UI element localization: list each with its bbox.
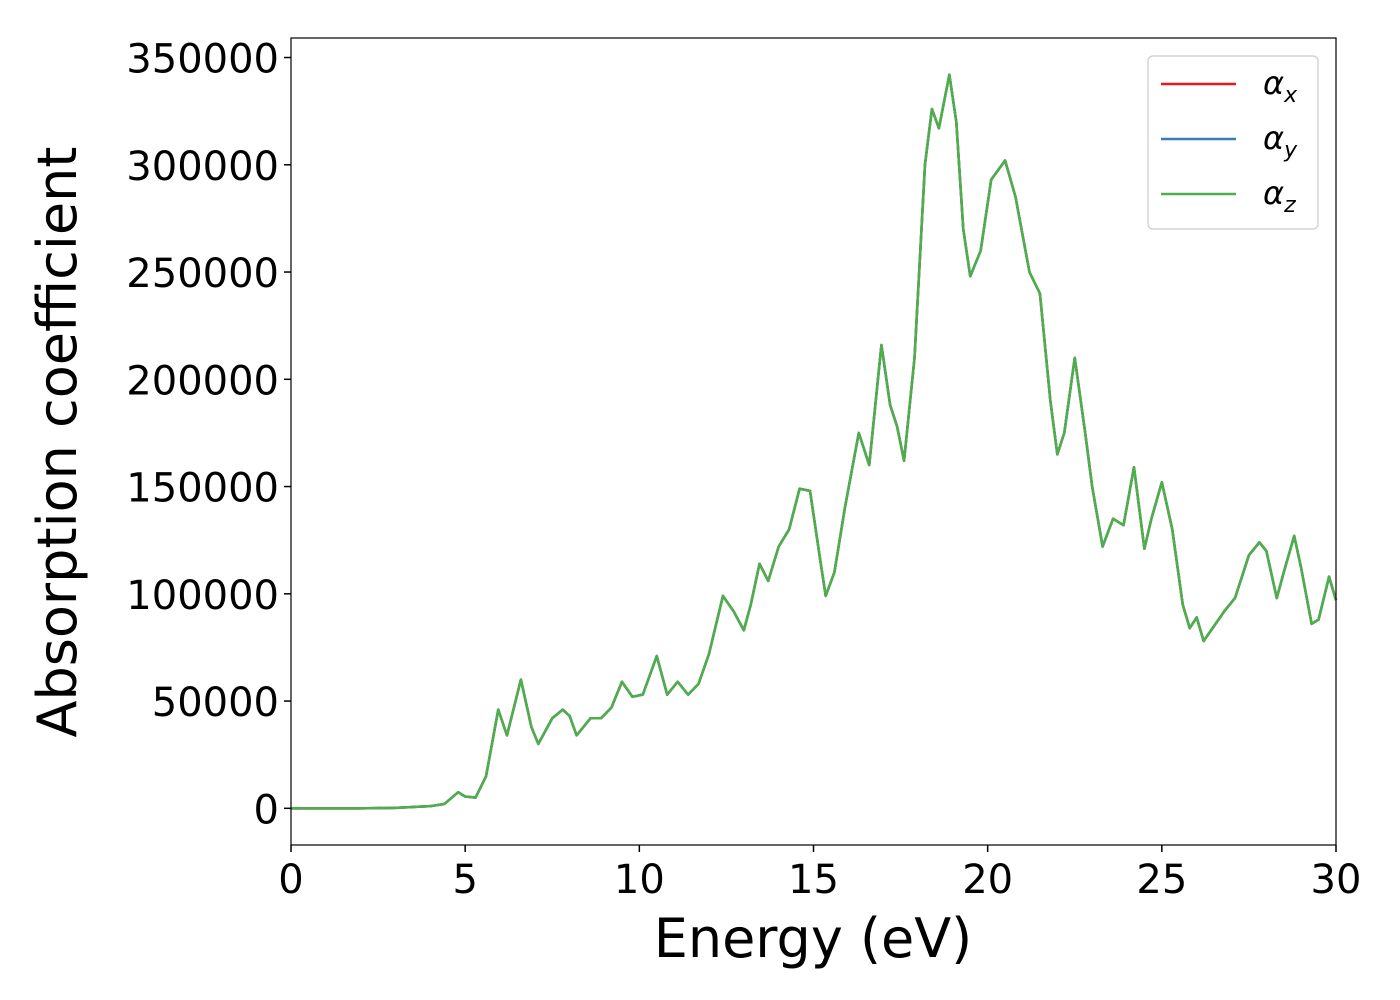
x-tick-label: 20 — [962, 857, 1013, 903]
legend-label: αx — [1263, 64, 1298, 108]
legend-label: αz — [1263, 174, 1296, 218]
x-tick-label: 5 — [452, 857, 477, 903]
legend-box — [1147, 55, 1319, 230]
y-tick-label: 0 — [254, 787, 279, 833]
data-line — [291, 73, 1338, 810]
legend-label: αy — [1263, 119, 1298, 163]
y-tick-label: 350000 — [126, 37, 279, 83]
y-tick-label: 50000 — [152, 680, 279, 726]
y-tick-label: 150000 — [126, 466, 279, 512]
y-axis-label: Absorption coefficient — [26, 147, 89, 738]
plot-frame — [290, 37, 1337, 846]
y-tick-label: 250000 — [126, 251, 279, 297]
x-tick-label: 10 — [614, 857, 665, 903]
y-tick-label: 100000 — [126, 573, 279, 619]
x-tick-label: 30 — [1311, 857, 1362, 903]
y-tick-label: 300000 — [126, 144, 279, 190]
x-axis-label: Energy (eV) — [654, 907, 973, 970]
x-tick-label: 15 — [788, 857, 839, 903]
y-tick-label: 200000 — [126, 358, 279, 404]
x-tick-label: 25 — [1136, 857, 1187, 903]
x-tick-label: 0 — [278, 857, 303, 903]
